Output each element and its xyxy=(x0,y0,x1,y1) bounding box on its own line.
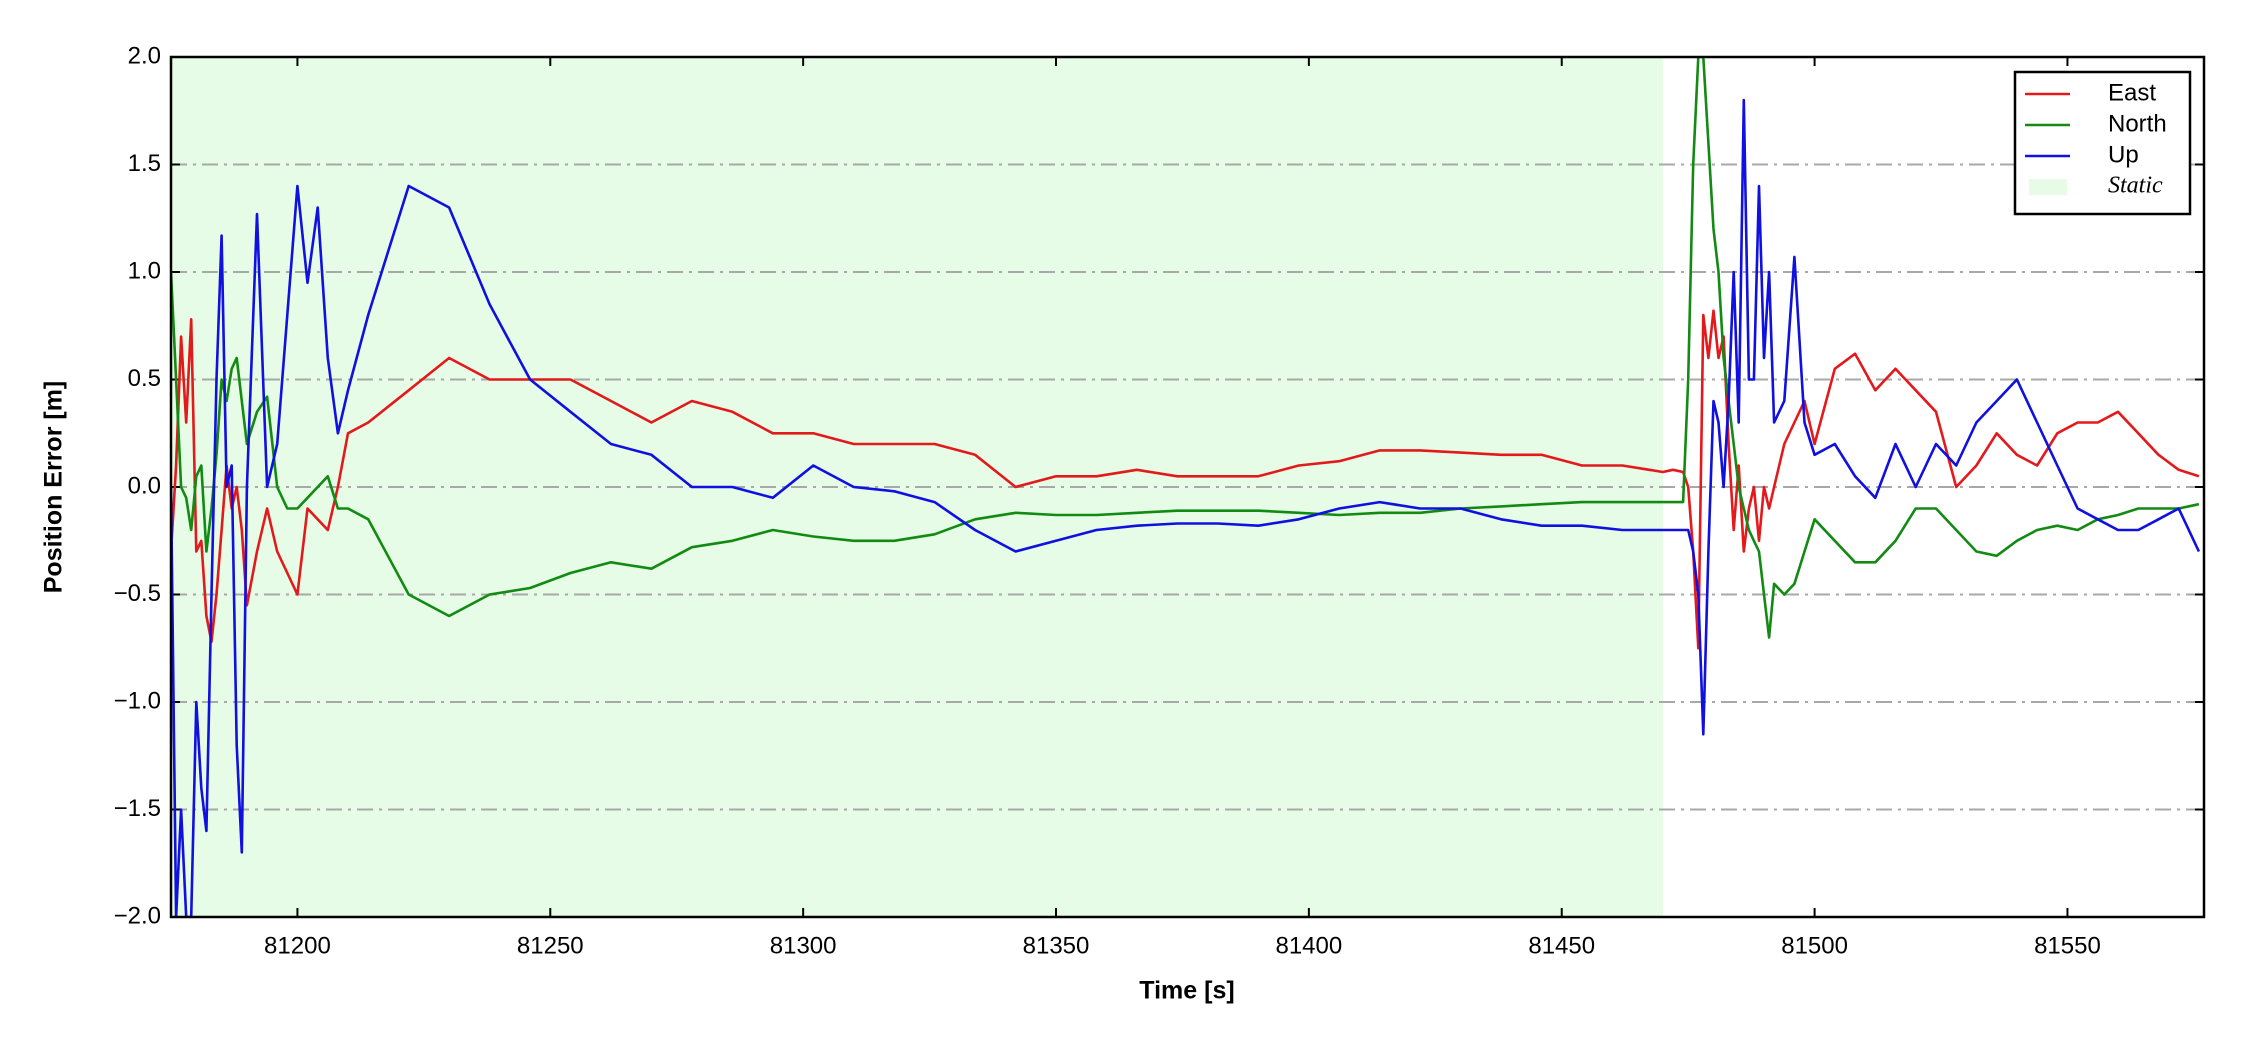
y-tick-label: −0.5 xyxy=(114,580,161,607)
x-tick-label: 81300 xyxy=(770,932,837,959)
x-tick-label: 81200 xyxy=(264,932,331,959)
x-tick-label: 81550 xyxy=(2034,932,2101,959)
y-tick-label: 2.0 xyxy=(128,42,161,69)
legend-label: North xyxy=(2108,110,2167,137)
y-tick-label: 0.5 xyxy=(128,365,161,392)
x-tick-label: 81450 xyxy=(1528,932,1595,959)
y-tick-label: 0.0 xyxy=(128,472,161,499)
x-tick-label: 81250 xyxy=(517,932,584,959)
series-line xyxy=(171,98,2201,917)
x-tick-label: 81400 xyxy=(1275,932,1342,959)
legend-label: Static xyxy=(2108,173,2163,199)
y-tick-label: −1.5 xyxy=(114,795,161,822)
series-line xyxy=(171,57,2200,639)
x-tick-label: 81350 xyxy=(1023,932,1090,959)
y-tick-label: 1.0 xyxy=(128,257,161,284)
legend-label: East xyxy=(2108,79,2156,106)
series-line xyxy=(171,309,2200,650)
x-axis-title: Time [s] xyxy=(1139,977,1234,1005)
plot-frame xyxy=(169,55,2206,919)
y-axis-title: Position Error [m] xyxy=(40,381,68,594)
plot-lines xyxy=(171,57,2201,917)
y-tick-label: −1.0 xyxy=(114,687,161,714)
legend-swatch xyxy=(2029,179,2067,195)
legend-label: Up xyxy=(2108,141,2139,168)
y-tick-label: −2.0 xyxy=(114,902,161,929)
x-tick-label: 81500 xyxy=(1781,932,1848,959)
y-tick-label: 1.5 xyxy=(128,150,161,177)
